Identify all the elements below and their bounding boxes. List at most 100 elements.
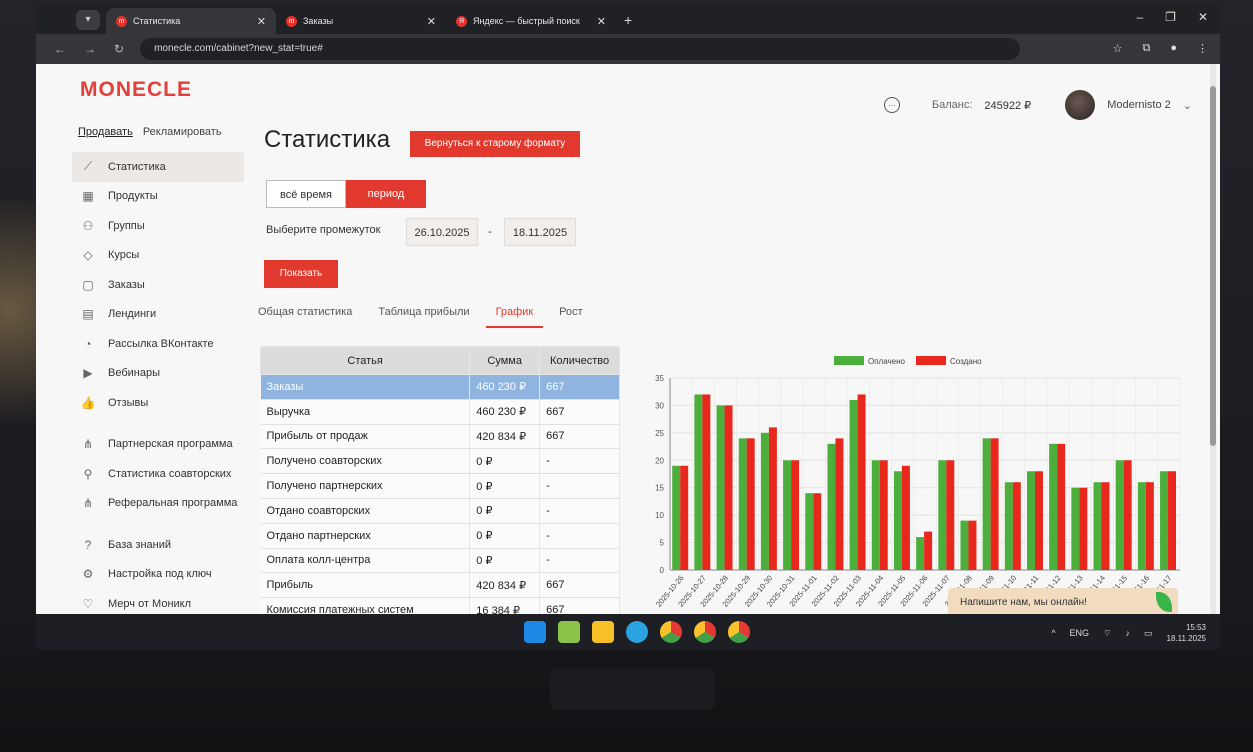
extensions-icon[interactable]: ⧉ <box>1142 42 1151 54</box>
telegram-icon[interactable] <box>626 621 648 643</box>
show-button[interactable]: Показать <box>264 260 338 288</box>
table-cell: 0 ₽ <box>469 498 541 524</box>
scrollbar-thumb[interactable] <box>1210 86 1216 446</box>
new-tab-button[interactable]: + <box>624 12 633 28</box>
app-icon[interactable] <box>558 621 580 643</box>
sidebar: MONECLE Продавать Рекламировать ⟋ Статист… <box>36 64 248 614</box>
sidebar-item[interactable]: ♡ Мерч от Моникл <box>72 589 244 614</box>
sidebar-item[interactable]: ? База знаний <box>72 530 244 560</box>
chevron-down-icon[interactable]: ⌄ <box>1182 99 1192 112</box>
mode-advertise-link[interactable]: Рекламировать <box>142 126 222 138</box>
username[interactable]: Modernisto 2 <box>1107 99 1171 111</box>
close-icon[interactable]: ✕ <box>596 15 606 28</box>
table-row[interactable]: Комиссия платежных систем 16 384 ₽667 <box>260 597 620 614</box>
monecle-favicon-icon: m <box>116 15 127 27</box>
sidebar-item[interactable]: ⋔ Реферальная программа <box>72 489 244 519</box>
chrome-icon[interactable] <box>660 621 682 643</box>
page-scrollbar[interactable] <box>1210 64 1216 614</box>
url-field[interactable]: monecle.com/cabinet?new_stat=true# <box>140 38 1021 60</box>
browser-tab-orders[interactable]: m Заказы ✕ <box>276 8 446 34</box>
bar <box>938 460 947 570</box>
tab-search-button[interactable]: ▾ <box>76 10 100 30</box>
clock[interactable]: 15:53 18.11.2025 <box>1167 622 1206 644</box>
windows-start-icon[interactable] <box>524 621 546 643</box>
sidebar-item[interactable]: ▢ Заказы <box>72 270 244 300</box>
tab-growth[interactable]: Рост <box>559 306 583 318</box>
bar <box>760 432 769 570</box>
old-format-button[interactable]: Вернуться к старому формату <box>410 131 580 157</box>
chat-icon[interactable]: … <box>883 97 900 113</box>
sidebar-item[interactable]: ⚲ Статистика соавторских <box>72 459 244 489</box>
forward-icon[interactable]: → <box>84 42 96 56</box>
back-icon[interactable]: ← <box>54 42 66 56</box>
battery-icon[interactable]: ▭ <box>1144 627 1153 638</box>
table-row[interactable]: Получено партнерских 0 ₽ - <box>260 473 620 499</box>
restore-icon[interactable]: ❐ <box>1165 10 1176 24</box>
bar <box>716 405 725 570</box>
wifi-icon[interactable]: ⌔ <box>1103 627 1112 638</box>
sidebar-item[interactable]: ▶ Вебинары <box>72 359 244 389</box>
bar <box>724 405 733 570</box>
sidebar-item[interactable]: ▤ Лендинги <box>72 300 244 330</box>
bar <box>1145 482 1154 570</box>
period-toggle: всё время период <box>266 180 426 208</box>
browser-tab-yandex[interactable]: Я Яндекс — быстрый поиск в и... ✕ <box>446 8 616 34</box>
bar <box>1004 482 1013 570</box>
logo[interactable]: MONECLE <box>80 78 192 101</box>
bar <box>1137 482 1146 570</box>
folder-icon[interactable] <box>592 621 614 643</box>
chat-widget-text: Напишите нам, мы онлайн! <box>960 597 1087 608</box>
sidebar-menu: ⟋ Статистика ▦ Продукты ⚇ Группы ◇ Курсы ▢ Заказы… <box>72 152 244 614</box>
chrome-icon[interactable] <box>728 621 750 643</box>
browser-tab-statistics[interactable]: m Статистика ✕ <box>106 8 276 34</box>
table-row[interactable]: Отдано партнерских 0 ₽ - <box>260 523 620 549</box>
chevron-up-icon[interactable]: ^ <box>1051 628 1056 638</box>
table-row[interactable]: Получено соавторских 0 ₽ - <box>260 448 620 475</box>
bar <box>1012 482 1021 570</box>
sidebar-item[interactable]: 👍 Отзывы <box>72 388 244 418</box>
minimize-icon[interactable]: – <box>1136 10 1144 24</box>
menu-dots-icon[interactable]: ⋮ <box>1197 43 1208 55</box>
profile-icon[interactable]: ● <box>1170 42 1177 54</box>
table-row[interactable]: Заказы 460 230 ₽667 <box>260 374 620 400</box>
bar <box>746 438 755 570</box>
period-button[interactable]: период <box>346 180 426 208</box>
language-indicator[interactable]: ENG <box>1069 628 1090 638</box>
mode-sell-link[interactable]: Продавать <box>78 126 133 138</box>
volume-icon[interactable]: ♪ <box>1125 628 1131 638</box>
all-time-button[interactable]: всё время <box>266 180 346 208</box>
taskbar-apps <box>524 621 750 643</box>
reload-icon[interactable]: ↻ <box>114 42 125 56</box>
close-window-icon[interactable]: ✕ <box>1197 10 1208 24</box>
bar <box>702 394 711 570</box>
avatar[interactable] <box>1065 90 1096 120</box>
date-to-input[interactable]: 18.11.2025 <box>504 218 576 246</box>
table-row[interactable]: Прибыль от продаж 420 834 ₽667 <box>260 424 620 450</box>
table-row[interactable]: Прибыль 420 834 ₽667 <box>260 572 620 599</box>
bar <box>946 460 955 570</box>
sidebar-item[interactable]: ⚙ Настройка под ключ <box>72 560 244 590</box>
bar <box>871 460 880 570</box>
date-from-input[interactable]: 26.10.2025 <box>406 218 478 246</box>
table-row[interactable]: Выручка 460 230 ₽667 <box>260 399 620 425</box>
tab-general-stats[interactable]: Общая статистика <box>258 306 353 318</box>
tab-profit-table[interactable]: Таблица прибыли <box>378 306 470 318</box>
sidebar-item[interactable]: ⟋ Статистика <box>72 152 244 182</box>
network-icon: ⋔ <box>82 437 94 452</box>
sidebar-item-label: Мерч от Моникл <box>108 597 192 610</box>
sidebar-item[interactable]: ⚇ Группы <box>72 211 244 241</box>
bookmark-star-icon[interactable]: ☆ <box>1112 43 1123 55</box>
table-row[interactable]: Отдано соавторских 0 ₽ - <box>260 498 620 524</box>
sidebar-item[interactable]: ◇ Курсы <box>72 241 244 271</box>
chrome-icon[interactable] <box>694 621 716 643</box>
table-row[interactable]: Оплата колл-центра 0 ₽ - <box>260 548 620 574</box>
clock-date: 18.11.2025 <box>1166 634 1206 643</box>
bar <box>982 438 991 570</box>
sidebar-item[interactable]: ⋔ Партнерская программа <box>72 430 244 460</box>
close-icon[interactable]: ✕ <box>256 15 266 28</box>
close-icon[interactable]: ✕ <box>426 15 436 28</box>
tab-chart[interactable]: График <box>485 302 544 328</box>
chat-widget[interactable]: Напишите нам, мы онлайн! <box>948 588 1178 618</box>
sidebar-item[interactable]: ◔ Рассылка ВКонтакте <box>72 329 244 359</box>
sidebar-item[interactable]: ▦ Продукты <box>72 182 244 212</box>
